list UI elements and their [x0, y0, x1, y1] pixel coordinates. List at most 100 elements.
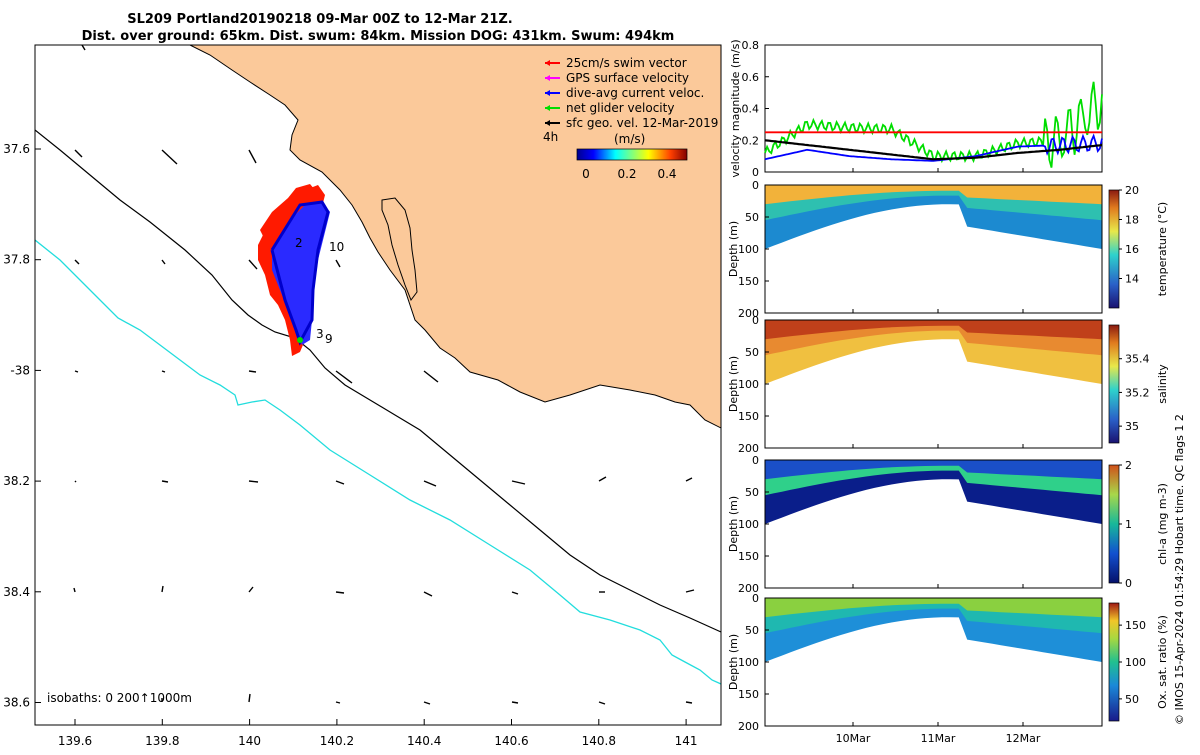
colorbar-tick-0: 0: [582, 167, 590, 181]
profile-colorbar: [1108, 324, 1120, 444]
velocity-y-tick-label: 0.8: [742, 39, 760, 52]
velocity-arrow: [161, 370, 166, 373]
legend-arrowhead: [545, 90, 550, 96]
velocity-arrow: [598, 701, 606, 705]
colorbar-tick-label: 150: [1125, 619, 1146, 632]
isobath-note: isobaths: 0 200↑1000m: [47, 691, 192, 705]
profile-section: [765, 320, 1102, 384]
waypoint-label-9: 9: [325, 332, 333, 346]
map-y-ticks: 37.6 37.8 -38 38.2 38.4 38.6: [3, 142, 41, 710]
legend-item-label: dive-avg current veloc.: [566, 86, 704, 100]
waypoint-label-3: 3: [316, 327, 324, 341]
title-line2: Dist. over ground: 65km. Dist. swum: 84k…: [82, 29, 675, 44]
colorbar-tick-label: 18: [1125, 214, 1139, 227]
velocity-arrow: [74, 259, 80, 265]
legend-arrowhead: [545, 120, 550, 126]
colorbar-tick-label: 20: [1125, 184, 1139, 197]
isobath-200m: [35, 129, 721, 633]
map-x-tick-label: 140.4: [407, 734, 441, 748]
velocity-arrow: [161, 149, 178, 165]
profile-y-tick-label: 100: [738, 518, 759, 531]
land-mass: [189, 45, 721, 429]
profile-y-tick-label: 200: [738, 307, 759, 320]
velocity-arrow: [511, 591, 519, 595]
profile-ylabel: Depth (m): [727, 221, 740, 277]
profile-y-tick-label: 200: [738, 720, 759, 733]
velocity-arrow: [248, 586, 254, 593]
profile-y-tick-label: 100: [738, 656, 759, 669]
profile-ylabel: Depth (m): [727, 496, 740, 552]
velocity-arrow: [161, 480, 169, 483]
map-x-tick-label: 139.8: [145, 734, 179, 748]
velocity-arrow: [335, 259, 341, 268]
legend-arrowhead: [545, 105, 550, 111]
colorbar-unit: (m/s): [614, 132, 645, 146]
velocity-y-tick-label: 0.2: [742, 134, 760, 147]
velocity-series-line: [764, 139, 1103, 161]
glider-track: [270, 200, 330, 346]
time-tick-label: 11Mar: [921, 732, 956, 745]
profile-y-tick-label: 0: [752, 592, 759, 605]
colorbar-tick-label: 35.4: [1125, 353, 1150, 366]
profile-top-layer: [765, 598, 1102, 618]
map-x-tick-label: 140.8: [582, 734, 616, 748]
velocity-arrow: [248, 693, 251, 703]
velocity-arrow: [423, 370, 439, 383]
profile-top-layer: [765, 460, 1102, 480]
profile-y-tick-label: 0: [752, 179, 759, 192]
isobath-1000m: [35, 239, 721, 685]
profile-colorbar: [1108, 189, 1120, 309]
profile-y-tick-label: 0: [752, 314, 759, 327]
colorbar-tick-1: 0.2: [617, 167, 636, 181]
profile-colorbar: [1108, 602, 1120, 722]
colorbar-tick-label: 35: [1125, 420, 1139, 433]
colorbar-tick-label: 1: [1125, 518, 1132, 531]
profile-panel-1: 0 50 100 150 200 Depth (m) 14 16 18 20 temperature…: [727, 179, 1169, 320]
legend-item-label: GPS surface velocity: [566, 71, 689, 85]
island: [381, 197, 418, 302]
profile-y-tick-label: 0: [752, 454, 759, 467]
velocity-arrow: [335, 480, 345, 485]
velocity-y-tick-label: 0.4: [742, 103, 760, 116]
map-y-tick-label: 38.2: [3, 474, 30, 488]
velocity-arrow: [73, 587, 76, 593]
velocity-arrow: [685, 477, 693, 482]
velocity-arrow: [335, 370, 353, 384]
velocity-ylabel: velocity magnitude (m/s): [729, 39, 742, 177]
velocity-arrow: [511, 701, 519, 704]
profile-y-tick-label: 50: [745, 486, 759, 499]
profile-top-layer: [765, 320, 1102, 340]
profile-section: [765, 460, 1102, 524]
velocity-axes: [764, 44, 1103, 173]
profile-section: [765, 185, 1102, 249]
colorbar-label: chl-a (mg m-3): [1156, 483, 1169, 565]
time-tick-label: 10Mar: [836, 732, 871, 745]
profile-y-tick-label: 200: [738, 442, 759, 455]
profile-y-tick-label: 100: [738, 378, 759, 391]
surface-velocity-field: [73, 45, 695, 705]
velocity-arrow: [248, 370, 257, 373]
velocity-arrow: [423, 701, 431, 705]
legend-item-label: 25cm/s swim vector: [566, 56, 687, 70]
colorbar-label: Ox. sat. ratio (%): [1156, 615, 1169, 709]
colorbar-tick-label: 50: [1125, 693, 1139, 706]
velocity-arrow: [161, 259, 166, 265]
profile-panel-2: 0 50 100 150 200 Depth (m) 35 35.2 35.4 salinity: [727, 314, 1169, 455]
profile-panel-4: 0 50 100 150 200 Depth (m) 50 100 150 Ox. sat. ra…: [727, 592, 1169, 733]
colorbar-label: salinity: [1156, 364, 1169, 404]
velocity-arrow: [423, 591, 433, 597]
imos-credit: © IMOS 15-Apr-2024 01:54:29 Hobart time.…: [1173, 414, 1186, 725]
velocity-arrow: [685, 701, 693, 704]
profile-y-tick-label: 150: [738, 275, 759, 288]
map-y-tick-label: 37.8: [3, 253, 30, 267]
velocity-arrow: [74, 149, 83, 158]
velocity-arrow: [685, 589, 695, 593]
title-line1: SL209 Portland20190218 09-Mar 00Z to 12-…: [127, 12, 513, 27]
colorbar-tick-label: 14: [1125, 273, 1139, 286]
velocity-arrow: [74, 480, 77, 483]
colorbar-tick-label: 0: [1125, 577, 1132, 590]
